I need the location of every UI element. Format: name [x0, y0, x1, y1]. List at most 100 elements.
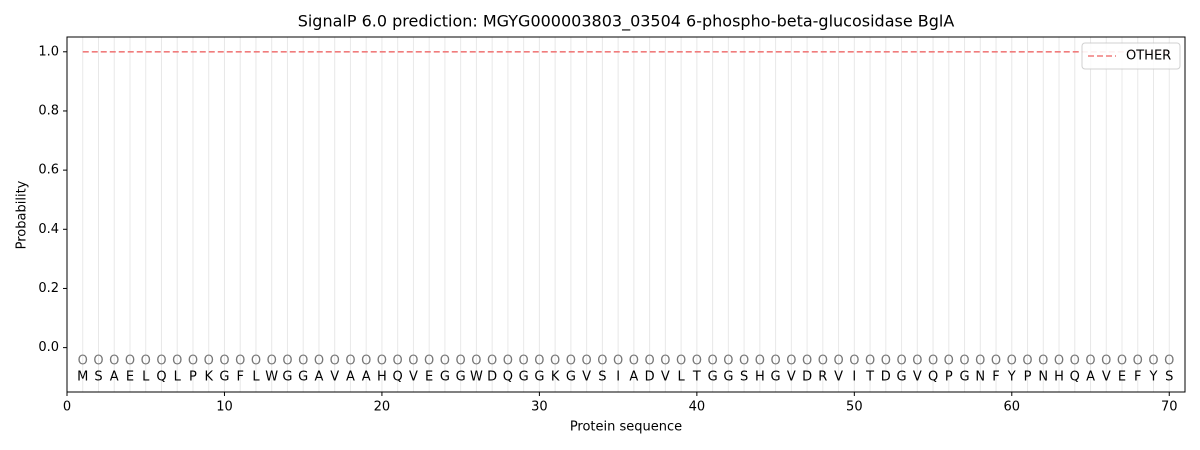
residue: V: [913, 370, 922, 385]
predicted-label: O: [125, 353, 135, 368]
predicted-label: O: [1117, 353, 1127, 368]
predicted-label: O: [613, 353, 623, 368]
predicted-label: O: [314, 353, 324, 368]
residue: G: [440, 370, 450, 385]
predicted-label: O: [629, 353, 639, 368]
predicted-label: O: [408, 353, 418, 368]
residue: Q: [156, 370, 166, 385]
predicted-label: O: [676, 353, 686, 368]
residue: N: [1038, 370, 1048, 385]
residue: D: [487, 370, 497, 385]
x-tick-label: 10: [216, 400, 233, 415]
predicted-label: O: [802, 353, 812, 368]
predicted-label: O: [424, 353, 434, 368]
residue: L: [142, 370, 150, 385]
predicted-label: O: [440, 353, 450, 368]
residue: G: [219, 370, 229, 385]
residue: G: [897, 370, 907, 385]
residue: F: [992, 370, 999, 385]
predicted-label: O: [487, 353, 497, 368]
predicted-label: O: [330, 353, 340, 368]
predicted-label: O: [204, 353, 214, 368]
predicted-label: O: [267, 353, 277, 368]
residue: G: [960, 370, 970, 385]
x-axis-label: Protein sequence: [570, 420, 682, 435]
y-tick-label: 0.0: [38, 340, 59, 355]
predicted-label: O: [912, 353, 922, 368]
residue: F: [1134, 370, 1141, 385]
predicted-label: O: [849, 353, 859, 368]
residue: G: [566, 370, 576, 385]
chart-title: SignalP 6.0 prediction: MGYG000003803_03…: [298, 12, 955, 32]
residue: V: [1102, 370, 1111, 385]
predicted-label: O: [456, 353, 466, 368]
residue: A: [346, 370, 355, 385]
residue: S: [740, 370, 748, 385]
x-tick-label: 40: [689, 400, 706, 415]
predicted-label: O: [361, 353, 371, 368]
residue: D: [881, 370, 891, 385]
predicted-label: O: [928, 353, 938, 368]
residue: N: [975, 370, 985, 385]
residue: Q: [928, 370, 938, 385]
predicted-label: O: [597, 353, 607, 368]
residue: H: [377, 370, 387, 385]
predicted-label: O: [235, 353, 245, 368]
residue: V: [330, 370, 339, 385]
residue: A: [629, 370, 638, 385]
predicted-label: O: [566, 353, 576, 368]
y-tick-label: 0.2: [38, 281, 59, 296]
axes-frame: [66, 36, 1186, 393]
residue: G: [456, 370, 466, 385]
predicted-label: O: [786, 353, 796, 368]
predicted-label: O: [818, 353, 828, 368]
predicted-label: O: [550, 353, 560, 368]
predicted-label: O: [660, 353, 670, 368]
predicted-label: O: [109, 353, 119, 368]
predicted-label: O: [78, 353, 88, 368]
predicted-label: O: [219, 353, 229, 368]
predicted-label: O: [707, 353, 717, 368]
residue: Q: [1070, 370, 1080, 385]
residue: V: [661, 370, 670, 385]
predicted-label: O: [393, 353, 403, 368]
residue: T: [692, 370, 701, 385]
residue: A: [362, 370, 371, 385]
residue: A: [110, 370, 119, 385]
residue: D: [645, 370, 655, 385]
residue: E: [425, 370, 433, 385]
predicted-label: O: [519, 353, 529, 368]
residue: E: [126, 370, 134, 385]
x-tick-label: 70: [1161, 400, 1178, 415]
predicted-label: O: [833, 353, 843, 368]
predicted-label: O: [1101, 353, 1111, 368]
predicted-label: O: [188, 353, 198, 368]
predicted-label: O: [770, 353, 780, 368]
residue: W: [470, 370, 483, 385]
residue: V: [409, 370, 418, 385]
residue: E: [1118, 370, 1126, 385]
residue: G: [298, 370, 308, 385]
predicted-label: O: [991, 353, 1001, 368]
residue: P: [189, 370, 197, 385]
predicted-label: O: [93, 353, 103, 368]
residue: L: [677, 370, 685, 385]
residue: M: [77, 370, 88, 385]
predicted-label: O: [471, 353, 481, 368]
predicted-label: O: [645, 353, 655, 368]
predicted-label: O: [582, 353, 592, 368]
residue: V: [582, 370, 591, 385]
predicted-label: O: [959, 353, 969, 368]
residue: A: [1086, 370, 1095, 385]
predicted-label: O: [1054, 353, 1064, 368]
residue: G: [723, 370, 733, 385]
residue: V: [834, 370, 843, 385]
legend-box: [1081, 42, 1181, 70]
predicted-label: O: [377, 353, 387, 368]
residue: T: [865, 370, 874, 385]
residue: I: [616, 370, 620, 385]
predicted-label: O: [1007, 353, 1017, 368]
predicted-label: O: [345, 353, 355, 368]
